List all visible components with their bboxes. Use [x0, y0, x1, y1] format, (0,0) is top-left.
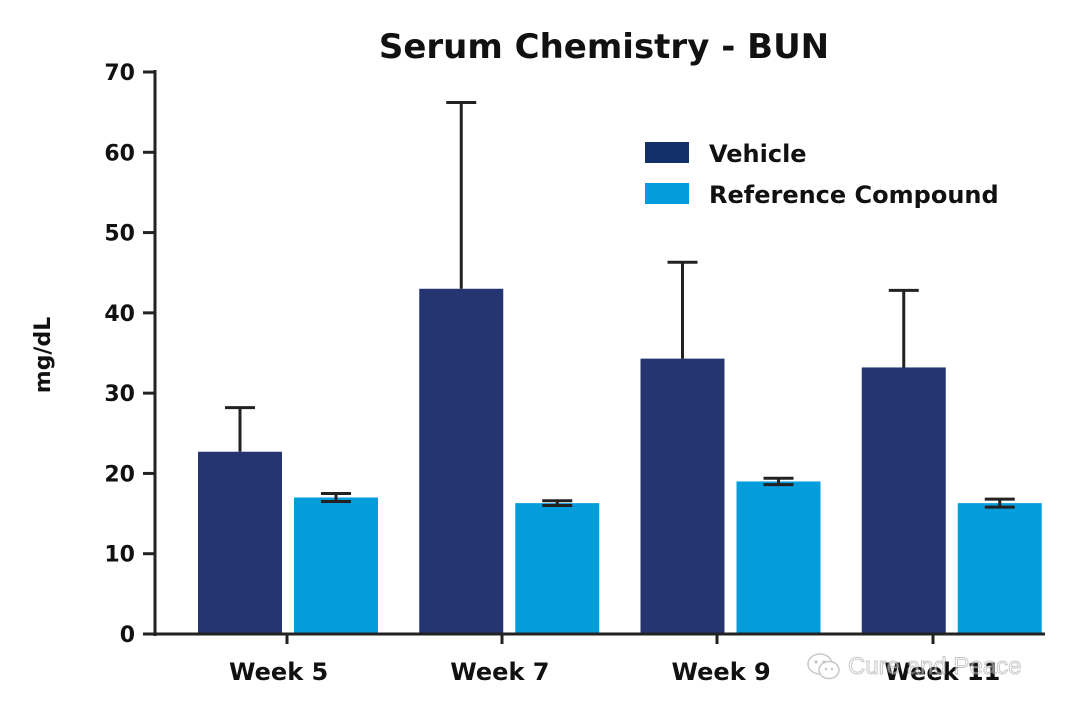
bar-vehicle-week-7: [419, 288, 504, 634]
watermark-text: Cure and Peace: [847, 653, 1022, 681]
y-tick-label: 60: [104, 141, 135, 166]
y-tick-label: 70: [104, 61, 135, 86]
bar-reference-compound-week-5: [294, 497, 378, 634]
chart-title: Serum Chemistry - BUN: [379, 27, 829, 67]
legend-label: Vehicle: [709, 140, 807, 168]
y-axis-label: mg/dL: [31, 317, 56, 393]
bar-vehicle-week-11: [861, 367, 946, 634]
bar-reference-compound-week-11: [957, 503, 1042, 634]
plot-area: Week 5 Week 7 Week 9 Week 11 0 10 20 30 40 50 60 70: [104, 61, 1045, 686]
legend-swatch: [645, 142, 689, 163]
bar-vehicle-week-9: [640, 358, 725, 634]
bar-reference-compound-week-9: [736, 481, 821, 634]
x-tick-label: Week 11: [884, 658, 1000, 686]
legend-swatch: [645, 183, 689, 204]
y-tick-label: 40: [104, 302, 135, 327]
bar-vehicle-week-5: [198, 451, 282, 634]
y-tick-label: 0: [120, 623, 135, 648]
x-tick-label: Week 9: [672, 658, 771, 686]
legend-label: Reference Compound: [709, 181, 999, 209]
y-tick-label: 50: [104, 222, 135, 247]
y-tick-label: 30: [104, 382, 135, 407]
y-tick-label: 20: [104, 462, 135, 487]
watermark: Cure and Peace: [806, 650, 1022, 684]
bar-reference-compound-week-7: [515, 503, 600, 634]
x-tick-label: Week 5: [229, 658, 328, 686]
y-tick-label: 10: [104, 543, 135, 568]
legend: Vehicle Reference Compound: [645, 140, 999, 209]
x-tick-label: Week 7: [450, 658, 549, 686]
wechat-icon: [807, 653, 840, 680]
